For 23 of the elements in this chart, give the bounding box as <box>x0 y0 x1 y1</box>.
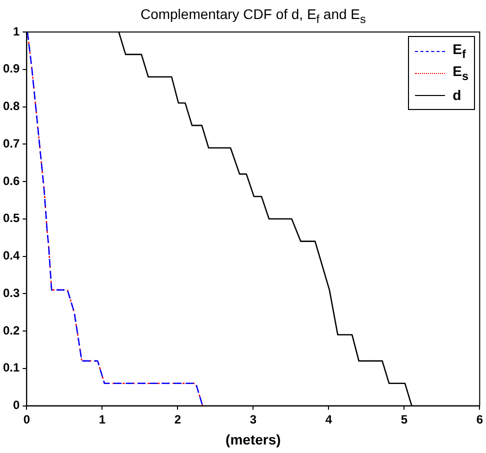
y-tick-label: 0.6 <box>2 174 20 188</box>
legend-label: E$_{s}$ <box>452 63 468 83</box>
y-tick-label: 0.2 <box>2 323 20 338</box>
x-tick-label: 3 <box>250 412 257 426</box>
y-tick-label: 0.1 <box>2 360 20 375</box>
y-tick-label: 0 <box>12 398 20 412</box>
y-tick-label: 0.8 <box>2 99 20 114</box>
y-tick-label: 1 <box>12 24 20 38</box>
y-tick-label: 0.4 <box>2 248 20 263</box>
x-tick-label: 2 <box>174 412 182 426</box>
legend-label: d <box>452 87 462 103</box>
chart-title: Complementary CDF of d, E$_{f}$ and E$_{s}$ <box>139 6 367 26</box>
x-tick-label: 4 <box>325 412 332 426</box>
legend-label: E$_{f}$ <box>452 41 466 61</box>
y-tick-label: 0.5 <box>2 211 20 226</box>
x-tick-label: 5 <box>400 412 408 426</box>
y-tick-label: 0.3 <box>2 286 20 300</box>
x-tick-label: 0 <box>23 412 30 426</box>
y-tick-label: 0.7 <box>2 136 20 150</box>
x-tick-label: 1 <box>98 412 106 426</box>
y-tick-label: 0.9 <box>2 62 20 76</box>
x-axis-title: (meters) <box>226 431 281 448</box>
x-tick-label: 6 <box>476 412 484 426</box>
